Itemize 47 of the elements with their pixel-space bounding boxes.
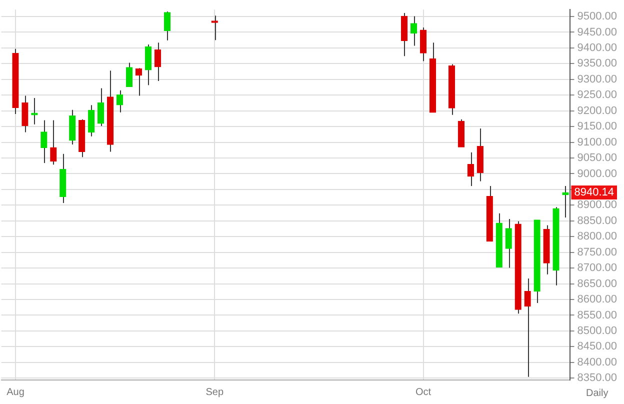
- y-tick-label: 9300.00: [577, 73, 618, 86]
- y-tick-label: 9400.00: [577, 42, 618, 54]
- y-tick-label: 8900.00: [577, 199, 618, 212]
- y-tick-label: 8650.00: [577, 278, 618, 290]
- candlestick: [505, 218, 512, 268]
- x-tick-label: Aug: [6, 386, 24, 398]
- text: 8940.14: [574, 186, 614, 199]
- y-tick-label: 8800.00: [577, 230, 618, 243]
- candlestick: [88, 104, 95, 137]
- candlestick: [40, 120, 48, 164]
- y-tick-label: 9350.00: [577, 58, 618, 70]
- candlestick: [164, 10, 171, 41]
- y-tick-label: 8700.00: [577, 262, 618, 274]
- candlestick: [69, 109, 76, 145]
- y-tick-label: 8850.00: [577, 214, 618, 227]
- y-tick-label: 9100.00: [577, 136, 618, 148]
- y-tick-label: 8500.00: [577, 324, 618, 337]
- candlestick: [98, 88, 104, 126]
- candlestick: [126, 62, 133, 88]
- y-tick-label: 8750.00: [577, 246, 618, 258]
- y-tick-label: 8400.00: [577, 356, 618, 368]
- candlestick: [420, 27, 427, 62]
- candlestick: [135, 68, 142, 96]
- y-tick-label: 9200.00: [577, 104, 618, 117]
- y-tick-label: 9450.00: [577, 26, 618, 38]
- candlestick: [31, 97, 38, 125]
- y-tick-label: 9250.00: [577, 89, 618, 102]
- candlestick: [400, 12, 408, 57]
- candlestick: [50, 120, 57, 166]
- y-tick-label: 8550.00: [577, 309, 618, 322]
- candlestick: [410, 16, 418, 46]
- y-tick-label: 8450.00: [577, 340, 618, 353]
- y-tick-label: 9150.00: [577, 120, 618, 133]
- candlestick: [154, 42, 162, 82]
- y-tick-label: 9500.00: [577, 10, 618, 23]
- y-tick-label: 8600.00: [577, 294, 618, 306]
- candlestick: [562, 185, 569, 218]
- candlestick: [22, 95, 28, 133]
- x-tick-label: Oct: [415, 386, 432, 398]
- y-tick-label: 9050.00: [577, 152, 618, 164]
- candlestick: [524, 278, 531, 378]
- y-tick-label: 9000.00: [577, 168, 618, 180]
- candlestick: [144, 44, 152, 86]
- candlestick: [467, 152, 474, 186]
- x-tick-label: Sep: [206, 386, 224, 398]
- text: Daily: [586, 388, 608, 399]
- y-tick-label: 8350.00: [577, 372, 618, 384]
